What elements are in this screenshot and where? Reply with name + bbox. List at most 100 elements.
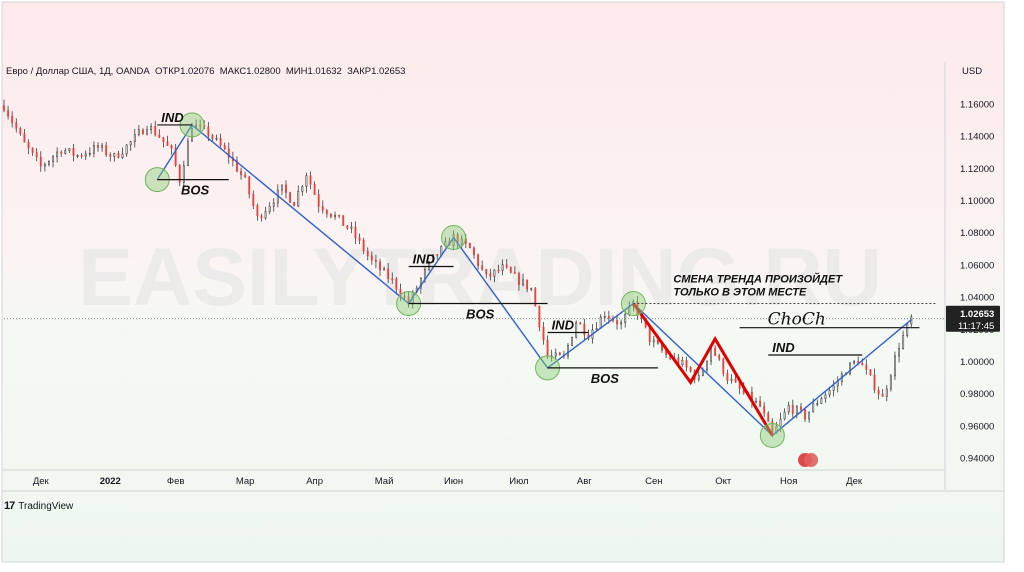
candle-body [734,378,737,383]
candle-body [403,295,406,298]
candle-body [15,122,18,129]
candle-body [133,134,136,143]
candle-body [227,148,230,158]
y-tick-label: 1.00000 [960,357,994,368]
candle-body [325,210,328,215]
x-tick-label: Фев [167,476,185,487]
candle-body [56,151,59,158]
candle-body [877,389,880,395]
candle-body [828,390,831,396]
tradingview-name: TradingView [18,500,74,512]
candle-body [19,128,22,134]
candle-body [338,214,341,217]
candle-body [272,202,275,207]
candle-body [775,426,778,434]
y-tick-label: 1.08000 [960,228,994,239]
candle-body [92,145,95,154]
x-tick-label: Июл [509,476,528,487]
chart-background [1,1,1005,563]
candle-body [60,151,63,154]
candle-body [804,409,806,420]
tradingview-brand[interactable]: 17 TradingView [4,500,73,512]
candle-body [321,206,324,211]
candle-body [383,268,386,271]
candle-body [64,150,67,154]
swing-point-circle [759,422,785,448]
y-tick-label: 1.10000 [960,196,994,207]
candle-body [305,175,308,187]
candle-body [534,288,537,307]
candle-body [481,265,484,270]
candle-body [689,367,692,372]
candle-body [795,406,798,414]
candle-body [685,360,688,368]
candle-body [595,328,598,331]
candle-body [567,345,569,357]
candle-body [558,352,561,356]
choch-label: ChoCh [768,310,826,330]
candle-body [607,316,610,319]
x-tick-label: Окт [715,476,732,487]
ohlc-open: ОТКР1.02076 [155,66,215,77]
candle-body [681,360,684,365]
candle-body [240,170,242,176]
ind-label: IND [552,317,575,332]
bos-label: BOS [466,307,495,322]
candle-body [146,129,148,135]
candle-body [579,322,582,325]
candle-body [150,126,153,131]
candle-body [505,264,508,268]
ohlc-high: МАКС1.02800 [219,66,281,77]
candle-body [264,211,267,219]
candle-body [301,186,304,192]
candle-body [759,400,762,407]
candle-body [35,152,38,158]
candle-body [575,322,578,338]
candle-body [3,105,5,111]
candle-body [530,288,533,290]
ohlc-close: ЗАКР1.02653 [347,66,406,77]
candle-body [199,124,202,127]
candle-body [522,279,524,285]
candle-body [898,348,900,357]
x-tick-label: Дек [33,476,50,487]
candle-body [39,156,42,167]
candle-body [485,268,488,275]
candle-body [428,261,430,270]
candle-body [816,403,819,405]
candle-body [616,320,618,325]
bos-label: BOS [591,371,620,386]
candle-body [117,153,120,158]
price-tag-box [946,305,1000,332]
candle-body [252,193,255,206]
candle-body [603,316,606,318]
tradingview-logo-icon: 17 [4,500,15,512]
candle-body [395,278,398,290]
candle-body [174,148,177,166]
candle-body [101,145,104,148]
zigzag-line [156,123,912,437]
candle-body [718,355,721,360]
y-tick-label: 1.04000 [960,293,994,304]
candle-body [162,137,165,142]
candle-body [268,206,271,212]
candle-body [370,255,373,261]
y-tick-label: 0.96000 [960,421,994,432]
y-tick-label: 1.12000 [960,164,994,175]
candle-body [178,165,181,183]
candle-body [894,355,896,377]
candle-body [129,141,132,146]
candle-body [800,406,802,410]
candle-body [109,154,112,157]
currency-label: USD [962,66,983,77]
ind-label: IND [772,340,795,355]
candle-body [309,175,312,185]
candle-body [583,323,586,335]
candle-body [477,254,480,267]
events-flag-icon [804,453,819,467]
candle-body [489,273,492,277]
price-tag-time: 11:17:45 [958,321,994,332]
candle-body [297,191,300,207]
candle-body [468,243,471,249]
